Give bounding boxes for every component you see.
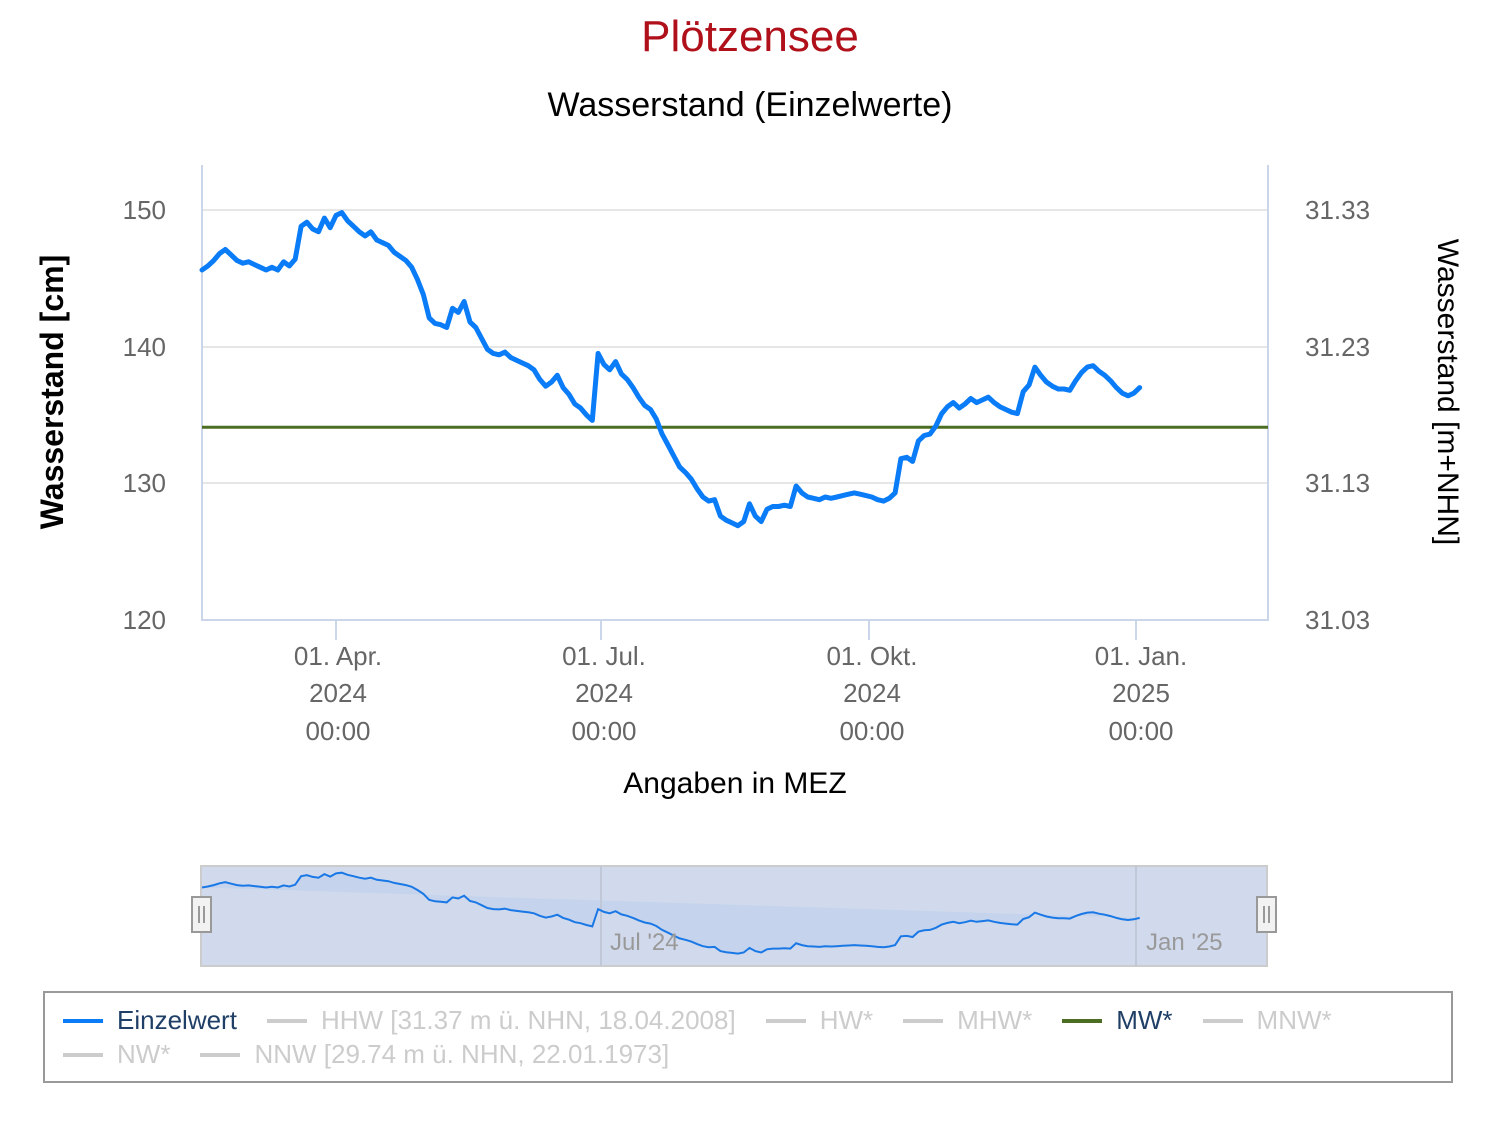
legend-line-symbol bbox=[1062, 1018, 1103, 1023]
legend-item-hw[interactable]: HW* bbox=[765, 1005, 874, 1036]
legend-item-mhw[interactable]: MHW* bbox=[903, 1005, 1032, 1036]
legend-row-2: NW* NNW [29.74 m ü. NHN, 22.01.1973] bbox=[63, 1039, 699, 1070]
navigator-handle-left[interactable] bbox=[191, 896, 212, 933]
legend-item-nw[interactable]: NW* bbox=[63, 1039, 170, 1070]
navigator-label-jan: Jan '25 bbox=[1146, 929, 1223, 956]
einzelwert-series-line[interactable] bbox=[199, 210, 1143, 529]
legend-line-symbol bbox=[1202, 1018, 1243, 1023]
x-tick-line2: 2024 bbox=[843, 678, 901, 708]
x-tick-marks bbox=[335, 620, 1137, 640]
x-tick-line1: 01. Jul. bbox=[562, 641, 646, 671]
legend-label: MHW* bbox=[957, 1005, 1033, 1035]
legend-line-symbol bbox=[266, 1018, 307, 1023]
legend-line-symbol bbox=[200, 1052, 241, 1057]
x-tick-line1: 01. Okt. bbox=[826, 641, 917, 671]
legend-line-symbol bbox=[765, 1018, 806, 1023]
x-tick-line1: 01. Apr. bbox=[294, 641, 382, 671]
legend-label: NW* bbox=[117, 1039, 171, 1069]
legend-label: HW* bbox=[819, 1005, 874, 1035]
gridlines bbox=[202, 209, 1268, 484]
y-tick-right-3113: 31.13 bbox=[1305, 468, 1370, 498]
x-tick-jan: 01. Jan. 2025 00:00 bbox=[1095, 641, 1188, 746]
navigator-label-jul: Jul '24 bbox=[610, 929, 679, 956]
legend-item-mw[interactable]: MW* bbox=[1062, 1005, 1173, 1036]
legend-row-1: Einzelwert HHW [31.37 m ü. NHN, 18.04.20… bbox=[63, 1005, 1332, 1036]
y-tick-right-3123: 31.23 bbox=[1305, 332, 1370, 362]
x-tick-line2: 2025 bbox=[1112, 678, 1170, 708]
navigator-series-line bbox=[201, 871, 1140, 955]
x-tick-line1: 01. Jan. bbox=[1095, 641, 1188, 671]
navigator-series-area bbox=[202, 872, 1140, 954]
chart-title: Plötzensee bbox=[641, 12, 859, 61]
y-axis-title-left: Wasserstand [cm] bbox=[34, 255, 70, 529]
chart-subtitle: Wasserstand (Einzelwerte) bbox=[547, 86, 953, 124]
x-tick-line3: 00:00 bbox=[571, 716, 636, 746]
legend-item-einzelwert[interactable]: Einzelwert bbox=[63, 1005, 237, 1036]
navigator-handle-right[interactable] bbox=[1256, 896, 1277, 933]
x-tick-jul: 01. Jul. 2024 00:00 bbox=[562, 641, 646, 746]
x-tick-line3: 00:00 bbox=[839, 716, 904, 746]
x-tick-okt: 01. Okt. 2024 00:00 bbox=[826, 641, 917, 746]
x-tick-line2: 2024 bbox=[575, 678, 633, 708]
legend-label: MW* bbox=[1116, 1005, 1173, 1035]
x-tick-line3: 00:00 bbox=[305, 716, 370, 746]
legend-line-symbol bbox=[903, 1018, 944, 1023]
legend-line-symbol bbox=[63, 1052, 103, 1057]
x-axis-title: Angaben in MEZ bbox=[623, 767, 846, 800]
chart-canvas: 150 140 130 120 31.33 31.23 31.13 31.03 … bbox=[34, 165, 1464, 967]
x-tick-line2: 2024 bbox=[309, 678, 367, 708]
legend-label: NNW [29.74 m ü. NHN, 22.01.1973] bbox=[254, 1039, 670, 1069]
y-tick-left-150: 150 bbox=[123, 195, 166, 225]
y-tick-right-3133: 31.33 bbox=[1305, 195, 1370, 225]
legend-label: MNW* bbox=[1256, 1005, 1332, 1035]
y-axis-title-right: Wasserstand [m+NHN] bbox=[1431, 239, 1464, 545]
legend-label: HHW [31.37 m ü. NHN, 18.04.2008] bbox=[320, 1005, 736, 1035]
x-tick-apr: 01. Apr. 2024 00:00 bbox=[294, 641, 382, 746]
y-tick-left-120: 120 bbox=[123, 605, 166, 635]
legend-item-nnw[interactable]: NNW [29.74 m ü. NHN, 22.01.1973] bbox=[200, 1039, 669, 1070]
legend: Einzelwert HHW [31.37 m ü. NHN, 18.04.20… bbox=[43, 991, 1453, 1083]
y-tick-left-130: 130 bbox=[123, 468, 166, 498]
x-tick-line3: 00:00 bbox=[1108, 716, 1173, 746]
y-tick-left-140: 140 bbox=[123, 332, 166, 362]
navigator[interactable]: Jul '24 Jan '25 bbox=[191, 865, 1277, 967]
legend-item-hhw[interactable]: HHW [31.37 m ü. NHN, 18.04.2008] bbox=[266, 1005, 736, 1036]
legend-item-mnw[interactable]: MNW* bbox=[1202, 1005, 1332, 1036]
legend-label: Einzelwert bbox=[117, 1005, 237, 1035]
legend-line-symbol bbox=[63, 1018, 103, 1023]
y-tick-right-3103: 31.03 bbox=[1305, 605, 1370, 635]
